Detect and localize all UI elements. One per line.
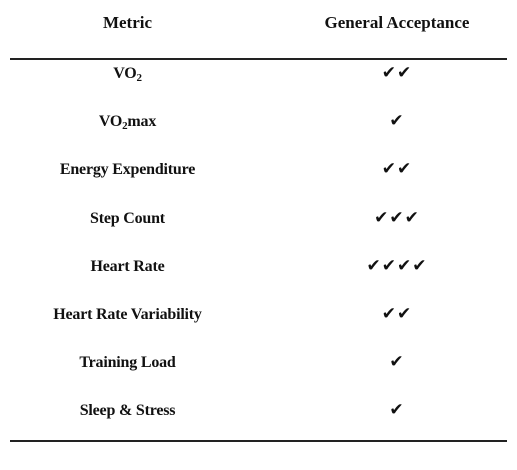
metric-cell: Training Load (79, 354, 176, 372)
acceptance-checkmarks: ✔✔✔✔ (366, 255, 428, 276)
metric-cell: Step Count (90, 209, 165, 227)
table-row: Heart Rate ✔✔✔✔ (0, 253, 517, 301)
acceptance-checkmarks: ✔✔ (381, 303, 413, 324)
acceptance-checkmarks: ✔✔ (381, 159, 413, 180)
bottom-rule (10, 440, 507, 442)
table-body: VO2 ✔✔ VO2max ✔ Energy Expenditure ✔✔ St… (0, 60, 517, 446)
acceptance-checkmarks: ✔ (389, 400, 405, 421)
table-header: Metric General Acceptance (0, 0, 517, 50)
table-row: VO2max ✔ (0, 108, 517, 156)
table-row: Training Load ✔ (0, 349, 517, 397)
header-rule (10, 58, 507, 60)
metric-cell: Heart Rate (90, 257, 165, 275)
metric-column-header: Metric (102, 13, 153, 32)
metric-cell: Heart Rate Variability (53, 305, 202, 323)
acceptance-checkmarks: ✔ (389, 352, 405, 373)
table-row: Energy Expenditure ✔✔ (0, 156, 517, 204)
metric-cell: VO2max (98, 113, 157, 133)
acceptance-checkmarks: ✔ (389, 111, 405, 132)
table-row: Sleep & Stress ✔ (0, 397, 517, 445)
table-row: VO2 ✔✔ (0, 60, 517, 108)
acceptance-checkmarks: ✔✔ (381, 63, 413, 83)
acceptance-column-header: General Acceptance (324, 13, 470, 32)
metric-cell: VO2 (113, 65, 142, 84)
acceptance-checkmarks: ✔✔✔ (374, 207, 420, 228)
metric-cell: Energy Expenditure (59, 161, 196, 179)
table-row: Step Count ✔✔✔ (0, 205, 517, 253)
metric-cell: Sleep & Stress (79, 402, 176, 420)
table-row: Heart Rate Variability ✔✔ (0, 301, 517, 349)
